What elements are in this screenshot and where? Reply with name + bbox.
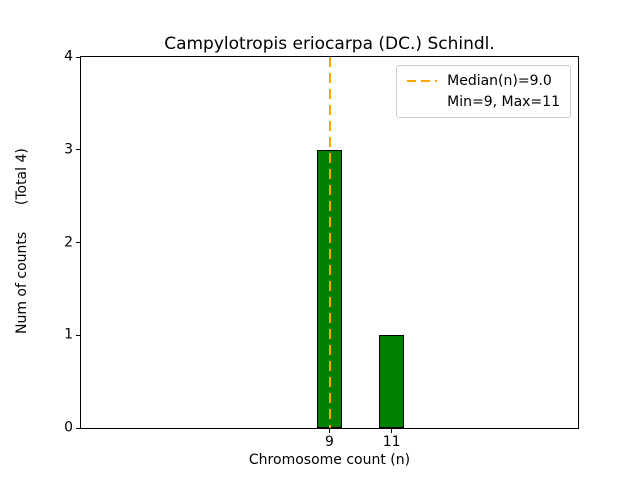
y-tick-mark xyxy=(76,56,80,58)
x-axis-label: Chromosome count (n) xyxy=(248,452,411,468)
bar-n11 xyxy=(379,335,405,428)
y-tick-mark xyxy=(76,427,80,429)
legend-label-minmax: Min=9, Max=11 xyxy=(447,94,560,110)
legend-entry-minmax: Min=9, Max=11 xyxy=(447,94,560,110)
x-tick-label: 11 xyxy=(382,434,401,450)
y-tick-label: 3 xyxy=(64,141,73,158)
legend-entry-median: Median(n)=9.0 xyxy=(407,73,560,89)
y-axis-label-text: Num of counts (Total 4) xyxy=(14,148,30,335)
median-line xyxy=(328,57,331,428)
y-tick-label: 1 xyxy=(64,326,73,343)
y-axis-label: Num of counts (Total 4) xyxy=(14,56,30,427)
y-tick-label: 0 xyxy=(64,419,73,436)
y-tick-label: 4 xyxy=(64,48,73,65)
y-tick-mark xyxy=(76,149,80,151)
legend: Median(n)=9.0 Min=9, Max=11 xyxy=(396,65,571,118)
x-tick-mark xyxy=(329,429,330,433)
dashed-line-icon xyxy=(407,80,438,82)
y-tick-mark xyxy=(76,242,80,243)
chart-title: Campylotropis eriocarpa (DC.) Schindl. xyxy=(164,34,495,54)
plot-area: Median(n)=9.0 Min=9, Max=11 9 11 0 1 2 3 4 xyxy=(64,48,579,450)
y-tick-mark xyxy=(76,334,80,336)
legend-label-median: Median(n)=9.0 xyxy=(447,73,552,89)
y-tick-label: 2 xyxy=(64,233,73,250)
x-tick-mark xyxy=(391,429,393,433)
x-tick-label: 9 xyxy=(325,434,334,450)
